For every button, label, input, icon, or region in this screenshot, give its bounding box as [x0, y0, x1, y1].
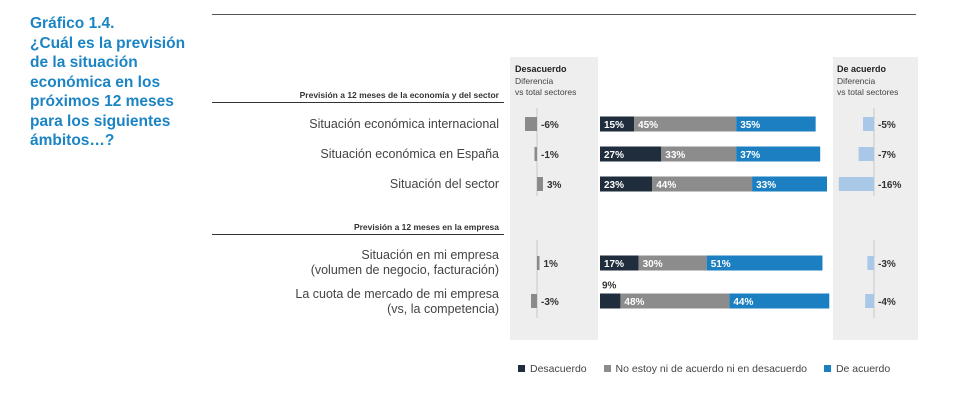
diff-left-title: Desacuerdo [515, 64, 567, 74]
section-title: Previsión a 12 meses en la empresa [353, 222, 499, 232]
diff-bar-desacuerdo [537, 256, 540, 270]
bar-segment-neutral [638, 255, 707, 271]
diff-value-label: -3% [541, 297, 559, 308]
diff-value-label: -4% [878, 297, 896, 308]
chart-title-line: próximos 12 meses [30, 93, 174, 110]
bar-value-label: 33% [665, 150, 685, 161]
diff-bar-acuerdo [865, 294, 874, 308]
diff-value-label: -5% [878, 120, 896, 131]
legend-label: De acuerdo [835, 363, 891, 375]
legend-swatch [823, 365, 831, 372]
legend-item-neutral: No estoy ni de acuerdo ni en desacuerdo [603, 363, 808, 375]
diff-right-line2: vs total sectores [837, 87, 899, 97]
bar-segment-neutral [661, 146, 737, 162]
diff-bar-acuerdo [867, 256, 874, 270]
diff-value-label: -1% [541, 150, 559, 161]
bar-value-label: 30% [643, 259, 663, 270]
bar-segment-acuerdo [706, 255, 823, 271]
diff-value-label: -16% [878, 180, 901, 191]
bar-value-label: 23% [604, 180, 624, 191]
bar-segment-desacuerdo [600, 255, 639, 271]
diff-right-title: De acuerdo [837, 64, 887, 74]
section-divider [212, 234, 504, 235]
row-label: La cuota de mercado de mi empresa (vs, l… [212, 287, 499, 317]
row-label: Situación económica internacional [212, 117, 499, 132]
chart-title-line: para los siguientes [30, 112, 171, 130]
bar-segment-desacuerdo [600, 176, 653, 192]
diff-bar-desacuerdo [534, 147, 537, 161]
diff-value-label: -3% [878, 259, 896, 270]
chart-title-line: ámbitos…? [30, 132, 115, 149]
row-label: Situación económica en España [212, 147, 499, 162]
legend-label: No estoy ni de acuerdo ni en desacuerdo [615, 363, 808, 375]
row-label: Situación del sector [212, 177, 499, 192]
bar-value-label: 51% [711, 259, 731, 270]
bar-value-label: 44% [733, 297, 753, 308]
row-label-line: (vs, la competencia) [387, 302, 499, 316]
row-label-line: La cuota de mercado de mi empresa [295, 287, 499, 301]
chart-title-line: de la situación [30, 54, 138, 71]
diff-right-column-background [833, 57, 918, 340]
diff-left-column-background [510, 57, 598, 340]
diff-left-line2: vs total sectores [515, 87, 577, 97]
row-label-line: Situación económica internacional [309, 117, 499, 131]
diff-bar-acuerdo [863, 117, 874, 131]
diff-right-line1: Diferencia [837, 75, 876, 86]
diff-bar-acuerdo [858, 147, 874, 161]
bar-value-label: 45% [638, 120, 658, 131]
diff-value-label: 1% [544, 259, 559, 270]
legend-item-desacuerdo: Desacuerdo [518, 363, 587, 375]
bar-segment-acuerdo [736, 146, 821, 162]
diff-value-label: 3% [547, 180, 562, 191]
diff-left-column-header: Desacuerdo Diferencia vs total sectores [515, 64, 576, 99]
bar-segment-acuerdo [729, 293, 830, 309]
bar-value-label: 33% [756, 180, 776, 191]
bar-segment-neutral [634, 116, 737, 132]
bar-value-label: 17% [604, 259, 624, 270]
bar-segment-neutral [620, 293, 730, 309]
row-label-line: (volumen de negocio, facturación) [310, 263, 499, 277]
bar-segment-desacuerdo [600, 146, 662, 162]
diff-bar-acuerdo [838, 177, 874, 191]
row-label-line: Situación del sector [389, 177, 499, 191]
bar-segment-neutral [652, 176, 753, 192]
legend-swatch [603, 365, 611, 372]
section-title: Previsión a 12 meses de la economía y de… [299, 90, 499, 100]
legend-item-acuerdo: De acuerdo [823, 363, 891, 375]
top-divider [212, 14, 916, 15]
section-divider [212, 102, 504, 103]
bar-value-label: 37% [740, 150, 760, 161]
chart-title-line: económica en los [30, 73, 161, 91]
legend-swatch [518, 365, 525, 372]
legend-label: Desacuerdo [530, 363, 587, 375]
chart-title-line: ¿Cuál es la previsión [30, 34, 186, 52]
row-label: Situación en mi empresa (volumen de nego… [212, 248, 499, 278]
bar-value-label: 15% [604, 120, 624, 131]
diff-value-label: -6% [541, 120, 559, 131]
diff-value-label: -7% [878, 150, 896, 161]
bar-value-label: 9% [602, 281, 617, 292]
diff-bar-desacuerdo [525, 117, 537, 131]
bar-value-label: 35% [740, 120, 760, 131]
bar-segment-acuerdo [752, 176, 827, 192]
chart-title: Gráfico 1.4. ¿Cuál es la previsión de la… [30, 14, 205, 151]
row-label-line: Situación en mi empresa [361, 248, 499, 262]
bar-value-label: 27% [604, 150, 624, 161]
row-label-line: Situación económica en España [320, 147, 499, 161]
bar-value-label: 44% [656, 180, 676, 191]
bar-segment-acuerdo [736, 116, 816, 132]
bar-value-label: 48% [624, 297, 644, 308]
chart-title-line: Gráfico 1.4. [30, 15, 115, 32]
diff-bar-desacuerdo [537, 177, 543, 191]
diff-bar-desacuerdo [531, 294, 537, 308]
bar-segment-desacuerdo [600, 293, 621, 309]
chart-legend: Desacuerdo No estoy ni de acuerdo ni en … [518, 363, 890, 375]
diff-right-column-header: De acuerdo Diferencia vs total sectores [837, 64, 898, 99]
bar-segment-desacuerdo [600, 116, 635, 132]
diff-left-line1: Diferencia [515, 75, 554, 86]
